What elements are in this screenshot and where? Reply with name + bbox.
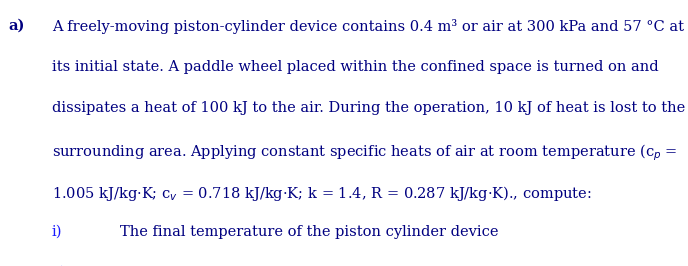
Text: its initial state. A paddle wheel placed within the confined space is turned on : its initial state. A paddle wheel placed… bbox=[52, 60, 658, 74]
Text: a): a) bbox=[8, 19, 25, 33]
Text: dissipates a heat of 100 kJ to the air. During the operation, 10 kJ of heat is l: dissipates a heat of 100 kJ to the air. … bbox=[52, 101, 685, 115]
Text: surrounding area. Applying constant specific heats of air at room temperature (c: surrounding area. Applying constant spec… bbox=[52, 142, 677, 163]
Text: The final temperature of the piston cylinder device: The final temperature of the piston cyli… bbox=[120, 225, 499, 239]
Text: A freely-moving piston-cylinder device contains 0.4 m³ or air at 300 kPa and 57 : A freely-moving piston-cylinder device c… bbox=[52, 19, 684, 34]
Text: 1.005 kJ/kg·K; c$_v$ = 0.718 kJ/kg·K; k = 1.4, R = 0.287 kJ/kg·K)., compute:: 1.005 kJ/kg·K; c$_v$ = 0.718 kJ/kg·K; k … bbox=[52, 184, 592, 202]
Text: i): i) bbox=[52, 225, 62, 239]
